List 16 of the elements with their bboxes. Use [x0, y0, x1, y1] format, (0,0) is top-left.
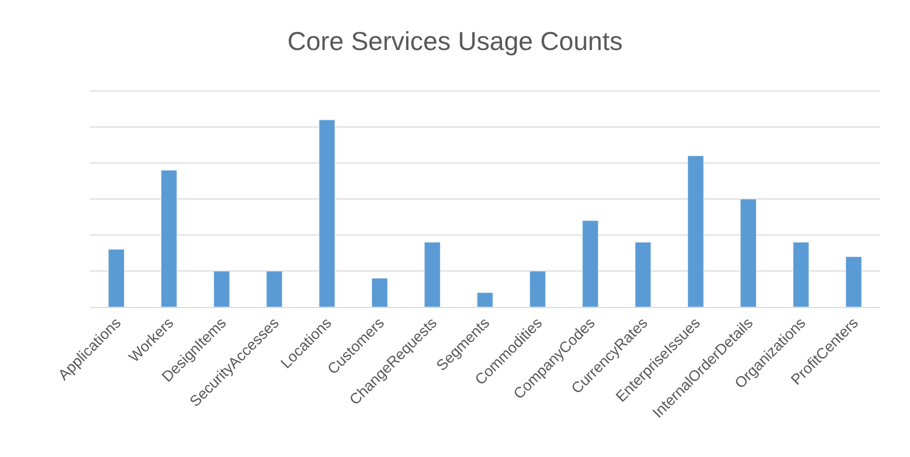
bar	[846, 256, 862, 307]
bar	[582, 220, 598, 307]
bar	[108, 249, 124, 307]
chart-title: Core Services Usage Counts	[287, 26, 623, 56]
bar	[214, 270, 230, 307]
bar	[424, 242, 440, 307]
bar	[530, 270, 546, 307]
bar	[792, 242, 810, 307]
bar	[160, 170, 178, 307]
bar	[740, 198, 756, 307]
bar	[266, 270, 282, 307]
bar	[688, 156, 704, 307]
bar	[372, 278, 388, 307]
bar	[476, 292, 494, 307]
bar	[634, 242, 652, 307]
bar	[318, 120, 336, 307]
